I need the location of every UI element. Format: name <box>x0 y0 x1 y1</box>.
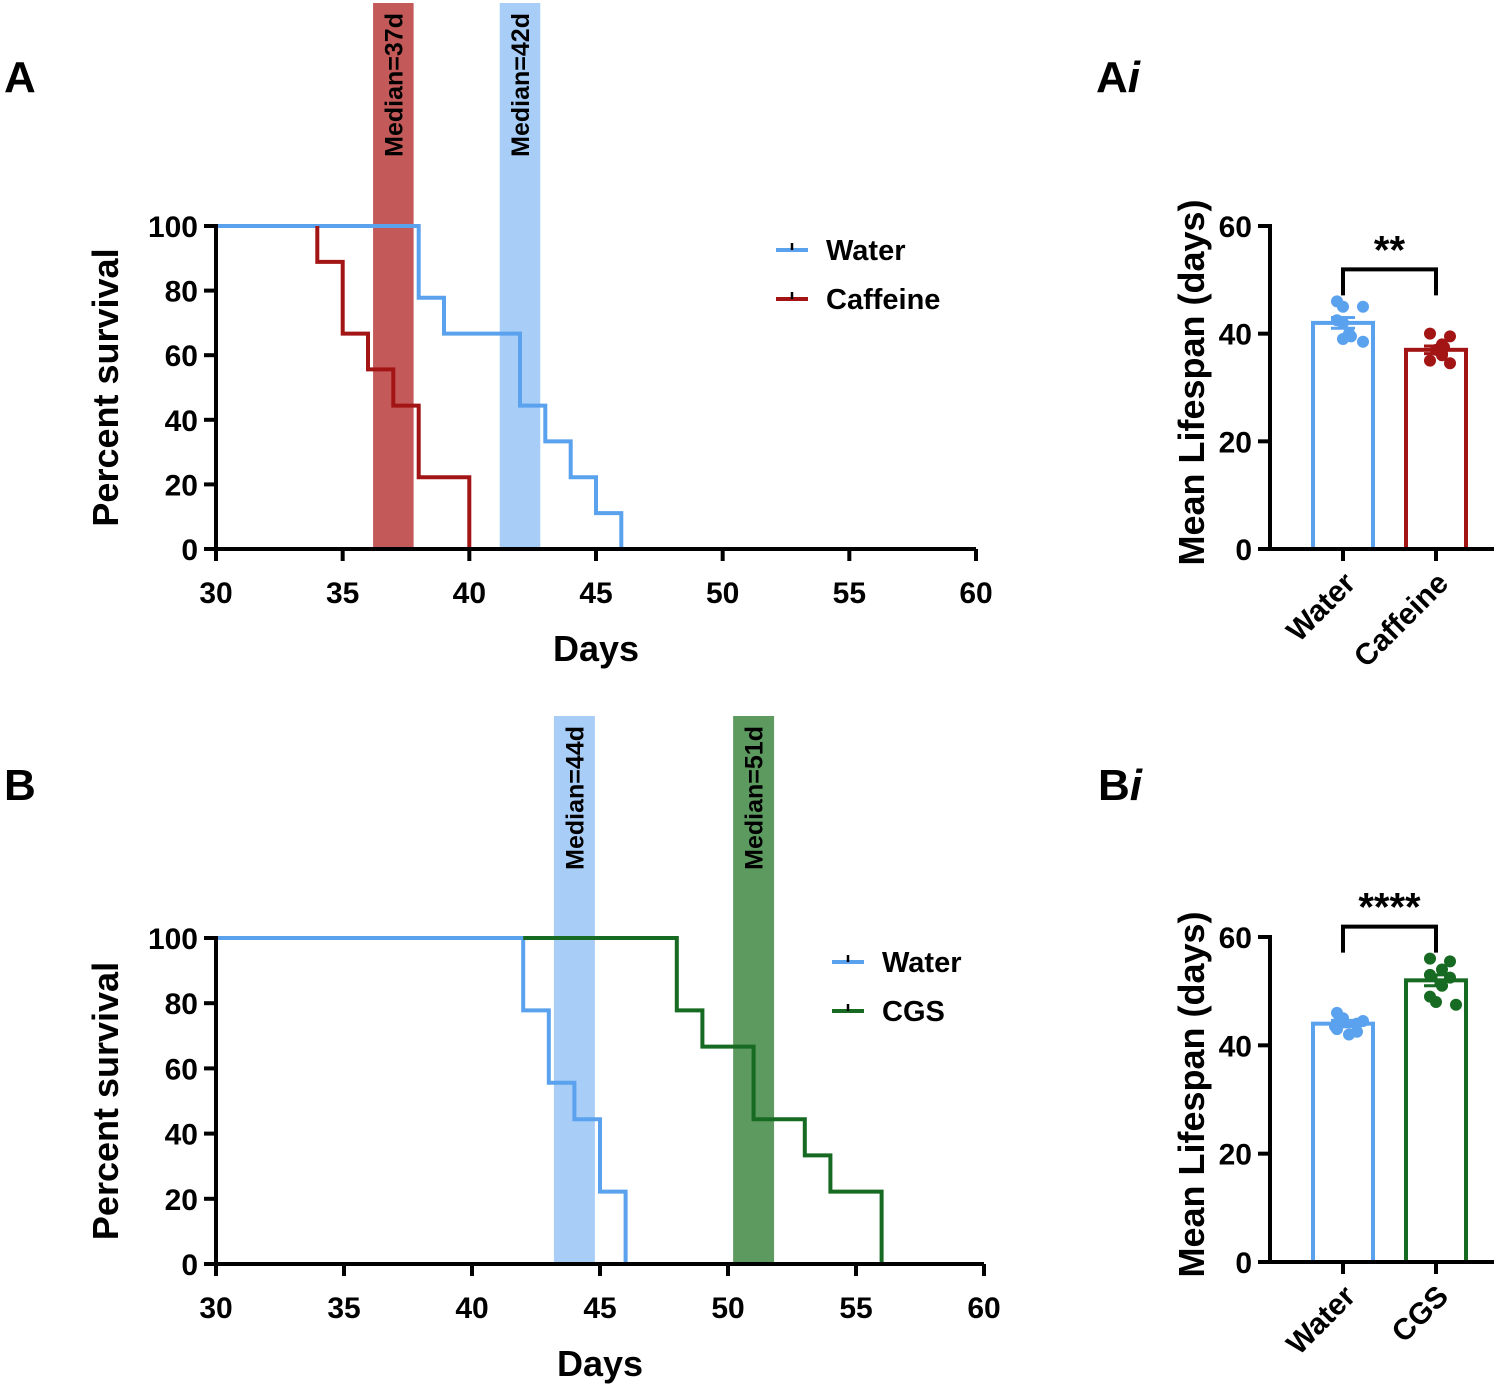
y-tick-label: 40 <box>165 1119 198 1152</box>
y-tick-label: 40 <box>1219 1030 1252 1063</box>
y-tick-label: 20 <box>165 469 198 502</box>
legend-label-water: Water <box>826 235 906 267</box>
x-tick-label: 50 <box>706 577 739 610</box>
panel-label-b: B <box>4 761 36 810</box>
data-point <box>1343 1028 1355 1041</box>
x-axis-title: Days <box>553 628 639 669</box>
series-line-caffeine <box>315 226 472 549</box>
data-point <box>1357 300 1369 313</box>
bar-caffeine <box>1404 347 1468 552</box>
y-tick-label: 0 <box>181 534 198 567</box>
median-band <box>553 716 595 1264</box>
x-tick-label: CGS <box>1386 1280 1455 1349</box>
y-axis-title: Mean Lifespan (days) <box>1171 199 1212 565</box>
y-axis-title: Mean Lifespan (days) <box>1171 911 1212 1277</box>
data-point <box>1337 333 1349 346</box>
x-tick-label: 30 <box>199 1292 232 1325</box>
series-line-cgs <box>523 936 884 1264</box>
x-tick-label: 60 <box>967 1292 1000 1325</box>
y-axis-title: Percent survival <box>85 962 126 1240</box>
y-tick-label: 80 <box>165 988 198 1021</box>
x-tick-label: 35 <box>326 577 359 610</box>
y-tick-label: 0 <box>1235 534 1252 567</box>
data-point <box>1436 963 1448 976</box>
data-point <box>1357 335 1369 348</box>
median-band <box>733 716 775 1264</box>
y-tick-label: 80 <box>165 276 198 309</box>
y-tick-label: 0 <box>1235 1247 1252 1280</box>
x-tick-label: Water <box>1280 566 1362 648</box>
x-tick-label: 40 <box>453 577 486 610</box>
survival-chart-b: Median=44d Median=51d 30 35 40 45 50 55 60 0 20 40 6… <box>85 716 1001 1384</box>
significance-bracket <box>1341 267 1438 296</box>
legend-label-cgs: CGS <box>882 996 945 1028</box>
x-tick-label: 40 <box>455 1292 488 1325</box>
panel-label-ai: Ai <box>1096 53 1141 102</box>
median-label: Median=51d <box>741 726 769 870</box>
data-point <box>1424 327 1436 340</box>
y-tick-label: 60 <box>165 1053 198 1086</box>
y-tick-label: 60 <box>1219 922 1252 955</box>
bar-water <box>1311 1021 1375 1265</box>
y-tick-label: 40 <box>165 405 198 438</box>
legend-label-water: Water <box>882 947 962 979</box>
bar-cgs <box>1404 978 1468 1264</box>
panel-label-bi: Bi <box>1098 761 1143 810</box>
bar-water <box>1311 320 1375 551</box>
significance-label: **** <box>1358 886 1421 930</box>
data-point <box>1424 952 1436 965</box>
median-band <box>499 3 541 549</box>
y-tick-label: 60 <box>1219 211 1252 244</box>
x-tick-label: 55 <box>833 577 866 610</box>
x-tick-label: 45 <box>583 1292 616 1325</box>
legend-label-caffeine: Caffeine <box>826 284 940 316</box>
y-tick-label: 20 <box>1219 426 1252 459</box>
y-tick-label: 20 <box>1219 1139 1252 1172</box>
median-band <box>373 3 414 549</box>
x-tick-label: 60 <box>959 577 992 610</box>
data-point <box>1450 998 1462 1011</box>
y-tick-label: 40 <box>1219 319 1252 352</box>
x-tick-label: 50 <box>711 1292 744 1325</box>
median-label: Median=44d <box>561 726 589 870</box>
significance-bracket <box>1341 924 1438 953</box>
significance-label: ** <box>1374 228 1406 272</box>
data-point <box>1337 300 1349 313</box>
y-tick-label: 100 <box>148 211 198 244</box>
y-tick-label: 100 <box>148 923 198 956</box>
data-point <box>1424 354 1436 367</box>
survival-chart-a: Median=37d Median=42d 30 35 40 45 50 55 60 0 20 40 6… <box>85 3 993 669</box>
x-tick-label: 45 <box>579 577 612 610</box>
median-label: Median=42d <box>507 13 535 157</box>
x-tick-label: Water <box>1280 1279 1362 1361</box>
series-line-water <box>216 936 628 1264</box>
data-point <box>1444 330 1456 343</box>
series-line-water <box>216 224 976 551</box>
y-tick-label: 0 <box>181 1249 198 1282</box>
x-tick-label: 55 <box>839 1292 872 1325</box>
data-point <box>1444 357 1456 370</box>
data-point <box>1430 996 1442 1008</box>
x-tick-label: Caffeine <box>1348 567 1455 674</box>
y-tick-label: 20 <box>165 1184 198 1217</box>
panel-label-a: A <box>4 53 36 102</box>
x-tick-label: 30 <box>199 577 232 610</box>
y-axis-title: Percent survival <box>85 248 126 526</box>
data-point <box>1444 955 1456 968</box>
x-axis-title: Days <box>557 1343 643 1384</box>
x-tick-label: 35 <box>327 1292 360 1325</box>
median-label: Median=37d <box>380 13 408 157</box>
y-tick-label: 60 <box>165 340 198 373</box>
